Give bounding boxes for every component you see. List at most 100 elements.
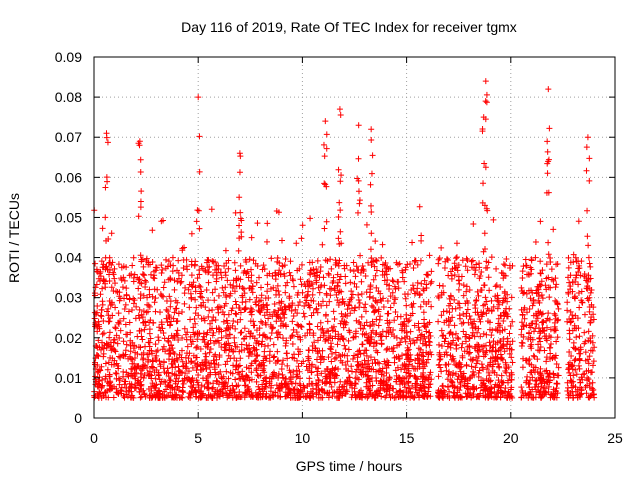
- data-point: [525, 287, 532, 294]
- data-point: [447, 292, 454, 299]
- data-point: [544, 170, 551, 177]
- data-point: [261, 369, 268, 376]
- data-point: [215, 370, 222, 377]
- data-point: [495, 347, 502, 354]
- data-point: [241, 335, 248, 342]
- data-point: [501, 290, 508, 297]
- data-point: [545, 86, 552, 93]
- data-point: [324, 365, 331, 372]
- data-point: [464, 267, 471, 274]
- data-point: [206, 349, 213, 356]
- data-point: [281, 262, 288, 269]
- data-point: [310, 330, 317, 337]
- data-point: [372, 272, 379, 279]
- data-point: [340, 298, 347, 305]
- data-point: [300, 358, 307, 365]
- data-point: [213, 262, 220, 269]
- data-point: [586, 308, 593, 315]
- data-point: [246, 256, 253, 263]
- data-point: [280, 374, 287, 381]
- x-tick-label: 5: [194, 430, 202, 446]
- data-point: [399, 321, 406, 328]
- data-point: [445, 322, 452, 329]
- data-point: [203, 377, 210, 384]
- data-point: [294, 394, 301, 401]
- data-point: [258, 318, 265, 325]
- data-point: [142, 283, 149, 290]
- data-point: [492, 381, 499, 388]
- data-point: [158, 378, 165, 385]
- data-point: [212, 286, 219, 293]
- data-point: [223, 332, 230, 339]
- data-point: [533, 388, 540, 395]
- data-point: [157, 381, 164, 388]
- data-point: [335, 365, 342, 372]
- data-point: [456, 300, 463, 307]
- data-point: [163, 298, 170, 304]
- data-point: [184, 343, 191, 350]
- data-point: [455, 360, 462, 367]
- data-point: [160, 358, 167, 365]
- data-point: [441, 338, 448, 345]
- data-point: [121, 305, 128, 312]
- data-point: [543, 189, 550, 196]
- data-point: [493, 356, 500, 363]
- data-point: [224, 320, 231, 327]
- data-point: [156, 387, 163, 394]
- data-point: [494, 305, 501, 312]
- data-point: [219, 284, 226, 291]
- data-point: [521, 289, 528, 296]
- data-point: [469, 372, 476, 379]
- data-point: [410, 264, 417, 271]
- data-point: [103, 308, 110, 315]
- data-point: [420, 393, 427, 400]
- data-point: [414, 352, 421, 359]
- data-point: [289, 354, 296, 361]
- data-point: [372, 360, 379, 367]
- data-point: [443, 308, 450, 315]
- data-point: [313, 382, 320, 389]
- data-point: [332, 349, 339, 356]
- data-point: [568, 384, 575, 391]
- data-point: [267, 321, 274, 328]
- data-point: [375, 306, 382, 313]
- data-point: [576, 265, 583, 272]
- data-point: [445, 383, 452, 390]
- data-point: [159, 346, 166, 353]
- data-point: [485, 393, 492, 400]
- data-point: [104, 366, 111, 373]
- data-point: [280, 335, 287, 342]
- data-point: [545, 156, 552, 163]
- data-point: [426, 252, 433, 259]
- data-point: [587, 275, 594, 282]
- data-point: [373, 388, 380, 395]
- data-point: [569, 312, 576, 319]
- data-point: [246, 296, 253, 303]
- data-point: [258, 341, 265, 348]
- data-point: [384, 298, 391, 305]
- data-point: [578, 297, 585, 304]
- data-point: [411, 372, 418, 379]
- data-point: [398, 335, 405, 342]
- data-point: [485, 307, 492, 314]
- data-point: [297, 375, 304, 382]
- data-point: [403, 369, 410, 376]
- data-point: [420, 286, 427, 293]
- data-point: [181, 300, 188, 307]
- data-point: [123, 264, 130, 271]
- data-point: [116, 297, 123, 304]
- data-point: [508, 294, 515, 301]
- data-point: [487, 390, 494, 397]
- data-point: [407, 372, 414, 379]
- data-point: [111, 357, 118, 364]
- data-point: [284, 362, 291, 369]
- data-point: [423, 341, 430, 348]
- data-point: [297, 348, 304, 355]
- data-point: [546, 370, 553, 377]
- data-point: [157, 309, 164, 316]
- data-point: [341, 265, 348, 272]
- data-point: [248, 278, 255, 285]
- data-point: [192, 354, 199, 361]
- data-point: [219, 389, 226, 396]
- data-point: [287, 258, 294, 265]
